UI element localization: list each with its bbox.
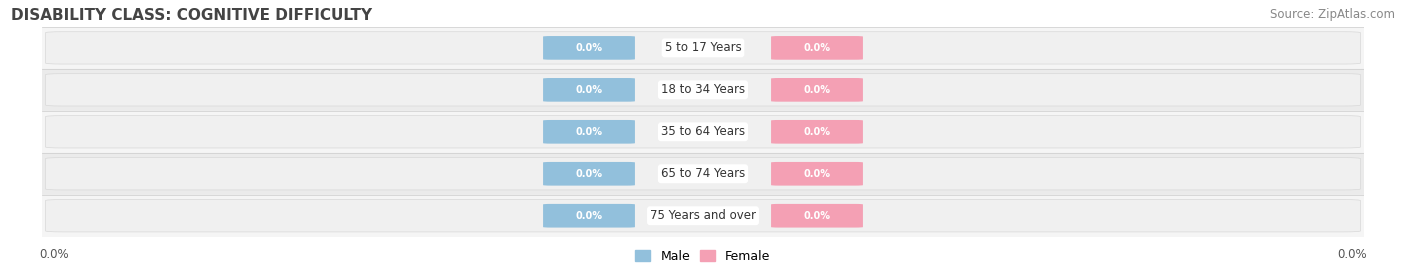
Text: Source: ZipAtlas.com: Source: ZipAtlas.com xyxy=(1270,8,1395,21)
FancyBboxPatch shape xyxy=(45,116,1361,148)
Text: 5 to 17 Years: 5 to 17 Years xyxy=(665,41,741,54)
Text: 0.0%: 0.0% xyxy=(575,43,603,53)
FancyBboxPatch shape xyxy=(770,36,863,60)
FancyBboxPatch shape xyxy=(543,120,636,144)
Text: 0.0%: 0.0% xyxy=(575,211,603,221)
Text: 0.0%: 0.0% xyxy=(803,169,831,179)
FancyBboxPatch shape xyxy=(770,120,863,144)
Bar xyxy=(42,27,1364,69)
Text: 75 Years and over: 75 Years and over xyxy=(650,209,756,222)
FancyBboxPatch shape xyxy=(543,36,636,60)
Text: 0.0%: 0.0% xyxy=(803,211,831,221)
FancyBboxPatch shape xyxy=(770,204,863,228)
Text: 0.0%: 0.0% xyxy=(803,127,831,137)
Text: DISABILITY CLASS: COGNITIVE DIFFICULTY: DISABILITY CLASS: COGNITIVE DIFFICULTY xyxy=(11,8,373,23)
Text: 0.0%: 0.0% xyxy=(1337,248,1367,261)
FancyBboxPatch shape xyxy=(543,204,636,228)
Legend: Male, Female: Male, Female xyxy=(636,250,770,263)
FancyBboxPatch shape xyxy=(45,32,1361,64)
FancyBboxPatch shape xyxy=(45,74,1361,106)
FancyBboxPatch shape xyxy=(770,78,863,102)
FancyBboxPatch shape xyxy=(770,162,863,186)
Text: 65 to 74 Years: 65 to 74 Years xyxy=(661,167,745,180)
Text: 0.0%: 0.0% xyxy=(803,43,831,53)
Bar xyxy=(42,153,1364,195)
Bar xyxy=(42,195,1364,237)
Bar xyxy=(42,69,1364,111)
Text: 0.0%: 0.0% xyxy=(575,169,603,179)
FancyBboxPatch shape xyxy=(45,158,1361,190)
Text: 0.0%: 0.0% xyxy=(575,85,603,95)
Text: 35 to 64 Years: 35 to 64 Years xyxy=(661,125,745,138)
FancyBboxPatch shape xyxy=(543,78,636,102)
FancyBboxPatch shape xyxy=(45,200,1361,232)
Text: 0.0%: 0.0% xyxy=(575,127,603,137)
Text: 0.0%: 0.0% xyxy=(803,85,831,95)
FancyBboxPatch shape xyxy=(543,162,636,186)
Text: 0.0%: 0.0% xyxy=(39,248,69,261)
Bar xyxy=(42,111,1364,153)
Text: 18 to 34 Years: 18 to 34 Years xyxy=(661,83,745,96)
